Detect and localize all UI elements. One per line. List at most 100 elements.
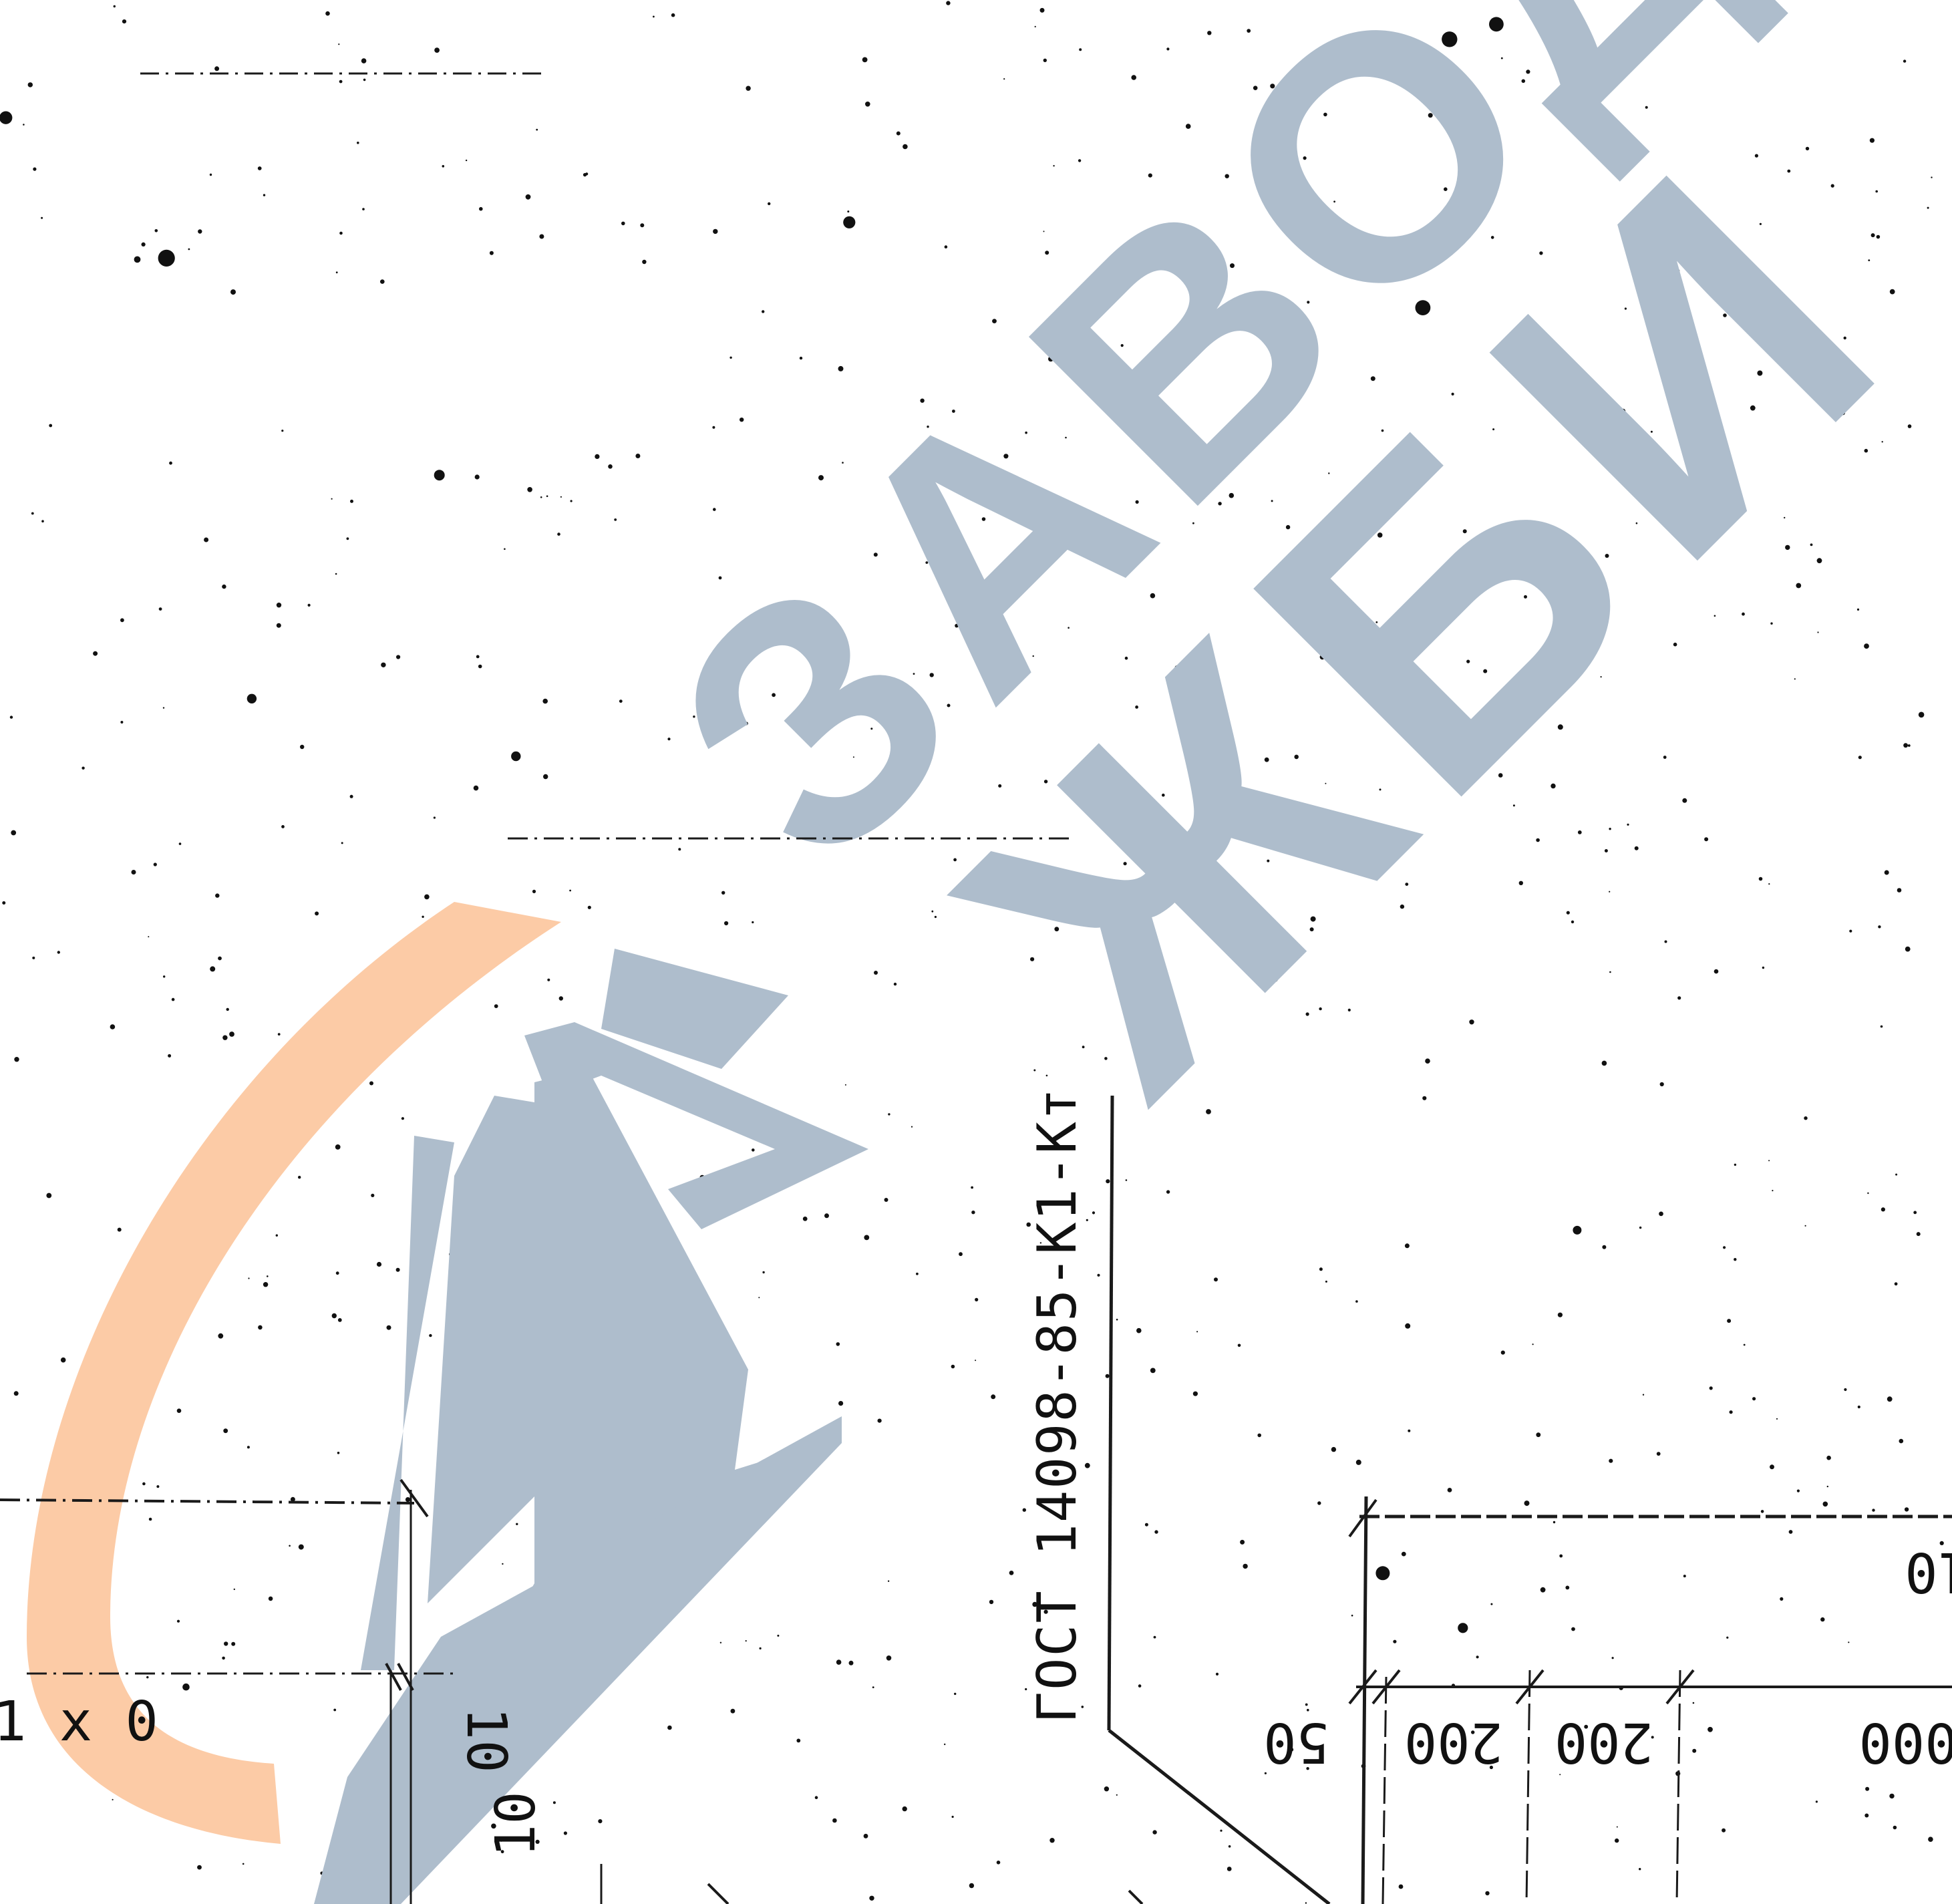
scan-speck (1240, 1539, 1245, 1545)
scan-speck (862, 57, 868, 63)
scan-speck (1609, 1458, 1613, 1463)
scan-speck (569, 889, 571, 892)
scan-speck (1451, 392, 1454, 396)
scan-speck (844, 705, 848, 708)
scan-speck (929, 673, 934, 677)
scan-speck (913, 673, 915, 675)
scan-speck (919, 472, 923, 476)
scan-speck (1162, 793, 1165, 797)
scan-speck (721, 891, 725, 895)
scan-speck (1131, 75, 1136, 80)
scan-speck (873, 552, 878, 557)
scan-speck (1271, 104, 1276, 109)
scan-speck (333, 1708, 337, 1712)
scan-speck (1897, 888, 1902, 893)
scan-speck (1470, 550, 1472, 553)
scan-speck (1048, 356, 1053, 362)
scan-speck (1843, 336, 1846, 340)
scan-speck (247, 1446, 250, 1449)
scan-speck (158, 607, 162, 611)
scan-speck (712, 426, 715, 429)
scan-speck (772, 693, 776, 697)
scan-speck (1939, 1541, 1944, 1545)
scan-speck (532, 889, 536, 893)
scan-speck (1729, 1410, 1733, 1414)
scan-speck (1577, 830, 1582, 834)
scan-speck (1770, 1464, 1774, 1470)
scan-speck (1804, 1225, 1806, 1227)
scan-speck (1298, 100, 1301, 103)
scan-speck (1903, 59, 1907, 63)
scan-speck (281, 430, 284, 432)
scan-speck (371, 1193, 375, 1197)
scan-speck (204, 537, 209, 542)
scan-speck (1616, 1826, 1618, 1828)
scan-speck (134, 256, 141, 263)
scan-speck (1762, 966, 1765, 969)
scan-speck (395, 1267, 400, 1272)
scan-speck (120, 618, 124, 623)
scan-speck (247, 693, 257, 704)
scan-speck (1043, 230, 1045, 232)
scan-speck (901, 693, 907, 698)
scan-speck (1079, 48, 1082, 51)
scan-speck (1754, 154, 1758, 158)
scan-speck (1512, 804, 1515, 807)
scan-speck (242, 1863, 245, 1865)
scan-speck (1231, 740, 1233, 744)
scan-speck (1675, 269, 1680, 273)
scan-speck (335, 271, 338, 274)
scan-speck (1848, 1641, 1850, 1643)
scan-speck (1639, 1226, 1642, 1229)
scan-speck (752, 1148, 755, 1152)
scan-speck (1381, 429, 1384, 432)
scan-speck (1867, 1192, 1869, 1195)
scan-speck (540, 496, 542, 498)
scan-speck (1220, 1829, 1223, 1832)
scan-speck (989, 1599, 994, 1605)
scan-speck (381, 662, 386, 667)
scan-speck (1895, 1173, 1898, 1176)
scan-speck (1927, 206, 1929, 209)
scan-speck (1355, 1459, 1361, 1465)
scan-speck (27, 82, 33, 88)
scan-speck (713, 228, 718, 234)
scan-speck (1907, 424, 1912, 428)
scan-speck (1192, 522, 1194, 524)
scan-speck (46, 1193, 52, 1199)
scan-speck (952, 410, 955, 413)
scan-speck (1054, 927, 1060, 932)
scan-speck (341, 842, 343, 844)
scan-speck (222, 584, 226, 589)
scan-speck (1709, 1386, 1713, 1390)
scan-speck (500, 1850, 504, 1854)
scan-speck (1714, 615, 1716, 617)
scan-speck (1864, 643, 1869, 649)
scan-speck (1022, 1508, 1027, 1512)
scan-speck (422, 915, 424, 919)
scan-speck (1068, 627, 1070, 629)
scan-speck (1108, 771, 1111, 774)
scan-speck (1899, 1438, 1904, 1444)
scan-speck (824, 1213, 829, 1219)
scan-speck (248, 1277, 250, 1279)
scan-speck (257, 166, 262, 170)
scan-speck (350, 499, 353, 503)
scan-speck (844, 1084, 846, 1086)
scan-speck (1307, 301, 1310, 304)
scan-speck (1673, 642, 1677, 647)
scan-speck (640, 223, 645, 228)
scan-speck (934, 915, 937, 919)
scan-speck (1830, 184, 1834, 188)
scan-speck (1841, 411, 1845, 416)
scan-speck (1602, 1245, 1607, 1249)
scan-speck (335, 573, 337, 575)
scan-speck (1120, 344, 1124, 347)
scan-speck (1237, 1343, 1241, 1347)
scan-speck (1032, 655, 1034, 657)
scan-speck (1624, 307, 1627, 310)
scan-speck (1033, 1069, 1036, 1072)
scan-speck (1052, 1140, 1055, 1143)
scan-speck (197, 1865, 202, 1870)
scan-speck (802, 1217, 808, 1221)
